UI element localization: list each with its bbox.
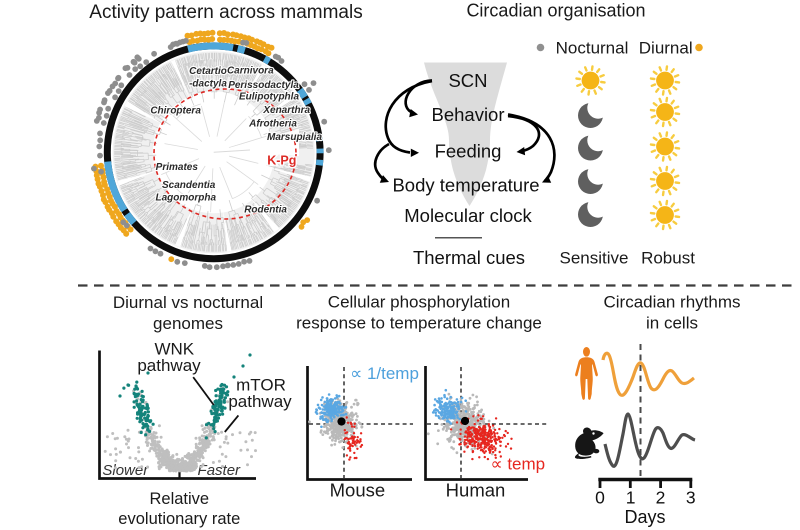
svg-text:Chiroptera: Chiroptera xyxy=(150,106,201,117)
svg-text:Eulipotyphla: Eulipotyphla xyxy=(239,92,299,103)
svg-text:2: 2 xyxy=(656,488,666,508)
svg-text:Xenarthra: Xenarthra xyxy=(262,105,310,116)
svg-text:Primates: Primates xyxy=(156,162,199,173)
svg-text:Diurnal vs nocturnal: Diurnal vs nocturnal xyxy=(113,293,263,312)
svg-text:Mouse: Mouse xyxy=(330,480,386,501)
svg-text:Molecular clock: Molecular clock xyxy=(404,205,532,226)
svg-text:Body temperature: Body temperature xyxy=(392,175,539,196)
svg-text:in cells: in cells xyxy=(646,314,698,333)
svg-text:evolutionary rate: evolutionary rate xyxy=(118,510,240,528)
svg-text:pathway: pathway xyxy=(137,356,201,375)
svg-text:-dactyla: -dactyla xyxy=(189,79,227,90)
svg-text:Slower: Slower xyxy=(102,462,149,479)
svg-text:Feeding: Feeding xyxy=(435,141,502,162)
svg-text:Relative: Relative xyxy=(149,490,209,508)
svg-text:Circadian rhythms: Circadian rhythms xyxy=(604,292,741,311)
svg-text:response to temperature change: response to temperature change xyxy=(296,314,542,333)
svg-text:Lagomorpha: Lagomorpha xyxy=(156,193,217,204)
svg-text:1: 1 xyxy=(626,488,636,508)
svg-text:genomes: genomes xyxy=(153,314,223,333)
svg-text:Afrotheria: Afrotheria xyxy=(248,119,297,130)
svg-text:Robust: Robust xyxy=(641,249,695,268)
svg-text:Behavior: Behavior xyxy=(431,104,504,125)
svg-text:pathway: pathway xyxy=(228,392,292,411)
svg-text:Thermal cues: Thermal cues xyxy=(413,247,525,268)
svg-text:Rodentia: Rodentia xyxy=(244,205,287,216)
svg-text:Nocturnal: Nocturnal xyxy=(556,39,629,58)
svg-text:mTOR: mTOR xyxy=(236,376,286,395)
svg-text:Scandentia: Scandentia xyxy=(162,180,216,191)
svg-text:Carnivora: Carnivora xyxy=(227,65,274,76)
svg-text:Days: Days xyxy=(624,507,665,527)
svg-text:K-Pg: K-Pg xyxy=(267,154,296,168)
svg-text:Activity pattern across mammal: Activity pattern across mammals xyxy=(89,2,362,23)
svg-text:Marsupialia: Marsupialia xyxy=(267,132,322,143)
svg-text:∝ 1/temp: ∝ 1/temp xyxy=(350,364,419,383)
svg-text:Faster: Faster xyxy=(198,462,242,479)
svg-text:Perissodactyla: Perissodactyla xyxy=(228,80,299,91)
svg-text:0: 0 xyxy=(595,488,605,508)
svg-text:∝ temp: ∝ temp xyxy=(490,455,545,474)
svg-text:Cellular phosphorylation: Cellular phosphorylation xyxy=(328,292,510,311)
svg-text:Diurnal: Diurnal xyxy=(639,39,693,58)
svg-text:3: 3 xyxy=(686,488,696,508)
svg-text:Cetartio: Cetartio xyxy=(189,66,227,77)
svg-text:WNK: WNK xyxy=(154,340,194,359)
svg-text:SCN: SCN xyxy=(448,70,487,91)
svg-text:Human: Human xyxy=(446,480,506,501)
svg-text:Circadian organisation: Circadian organisation xyxy=(466,1,645,21)
svg-text:Sensitive: Sensitive xyxy=(560,249,629,268)
